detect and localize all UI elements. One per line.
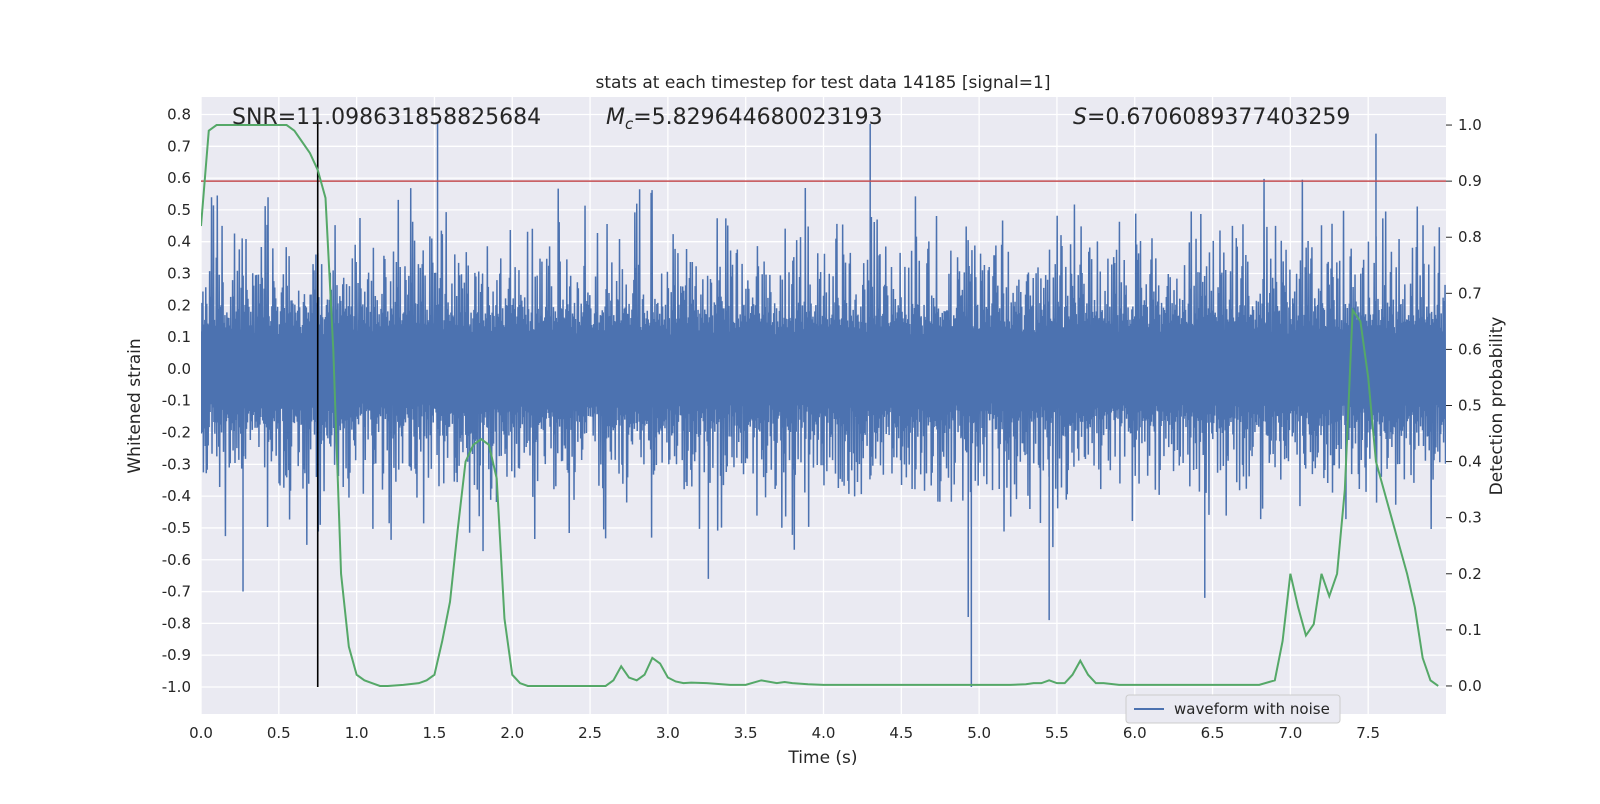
score-annotation: S=0.6706089377403259: [1073, 105, 1350, 130]
y2-tick-label: 0.0: [1458, 677, 1482, 695]
y-tick-label: -0.9: [162, 646, 191, 664]
legend-label-waveform: waveform with noise: [1174, 700, 1330, 718]
y-tick-label: 0.3: [167, 265, 191, 283]
y-tick-label: 0.8: [167, 105, 191, 123]
snr-annotation: SNR=11.098631858825684: [232, 105, 541, 130]
x-axis-label: Time (s): [787, 748, 857, 768]
y2-tick-label: 1.0: [1458, 116, 1482, 134]
legend-box: [1125, 694, 1341, 724]
y-tick-label: 0.6: [167, 169, 191, 187]
y-tick-label: 0.2: [167, 296, 191, 314]
y-tick-label: -0.1: [162, 392, 191, 410]
y-tick-label: 0.0: [167, 360, 191, 378]
x-tick-label: 5.0: [967, 724, 991, 742]
y-tick-label: -0.6: [162, 551, 191, 569]
x-tick-label: 7.0: [1278, 724, 1302, 742]
x-tick-label: 1.0: [345, 724, 369, 742]
x-tick-label: 4.0: [812, 724, 836, 742]
y-axis-label: Whitened strain: [125, 338, 145, 473]
x-tick-label: 0.0: [189, 724, 213, 742]
y-tick-label: -0.8: [162, 614, 191, 632]
y-tick-label: 0.4: [167, 233, 191, 251]
chirp-mass-subscript: c: [625, 115, 634, 133]
y2-tick-label: 0.1: [1458, 621, 1482, 639]
y-tick-label: 0.5: [167, 201, 191, 219]
y2-axis-label: Detection probability: [1487, 317, 1507, 496]
score-value: =0.6706089377403259: [1087, 105, 1350, 130]
y-axis-ticks: 0.8 0.7 0.6 0.5 0.4 0.3 0.2 0.1 0.0 -0.1 -0.2 -0.3 -…: [162, 105, 191, 695]
waveform-line: [201, 124, 1446, 687]
y-tick-label: -1.0: [162, 678, 191, 696]
y2-tick-label: 0.6: [1458, 340, 1482, 358]
x-tick-label: 6.5: [1201, 724, 1225, 742]
y2-tick-label: 0.9: [1458, 172, 1482, 190]
x-tick-label: 0.5: [267, 724, 291, 742]
waveform-series: [201, 124, 1446, 687]
score-symbol: S: [1073, 105, 1087, 130]
x-tick-label: 2.0: [500, 724, 524, 742]
chirp-mass-value: =5.829644680023193: [633, 105, 882, 130]
y-tick-label: -0.4: [162, 487, 191, 505]
x-tick-label: 6.0: [1123, 724, 1147, 742]
x-tick-label: 4.5: [889, 724, 913, 742]
chirp-mass-annotation: Mc=5.829644680023193: [606, 105, 883, 133]
y2-axis-ticks: 1.0 0.9 0.8 0.7 0.6 0.5 0.4 0.3 0.2 0.1 0.0: [1446, 116, 1482, 695]
y2-tick-label: 0.2: [1458, 565, 1482, 583]
x-tick-label: 2.5: [578, 724, 602, 742]
y-tick-label: 0.7: [167, 137, 191, 155]
y2-tick-label: 0.8: [1458, 228, 1482, 246]
detection-probability-line: [201, 124, 1439, 687]
y2-tick-label: 0.3: [1458, 509, 1482, 527]
chart-title: stats at each timestep for test data 141…: [596, 73, 1051, 93]
y-tick-label: 0.1: [167, 328, 191, 346]
x-tick-label: 3.0: [656, 724, 680, 742]
y2-tick-label: 0.4: [1458, 453, 1482, 471]
y-tick-label: -0.5: [162, 519, 191, 537]
x-tick-label: 5.5: [1045, 724, 1069, 742]
y2-tick-label: 0.5: [1458, 397, 1482, 415]
y-tick-label: -0.7: [162, 583, 191, 601]
y2-tick-label: 0.7: [1458, 284, 1482, 302]
y-tick-label: -0.2: [162, 424, 191, 442]
y-tick-label: -0.3: [162, 455, 191, 473]
x-tick-label: 7.5: [1356, 724, 1380, 742]
overlay-lines: [201, 114, 1446, 687]
x-tick-label: 3.5: [734, 724, 758, 742]
legend: waveform with noise: [1125, 694, 1341, 724]
x-axis-ticks: 0.0 0.5 1.0 1.5 2.0 2.5 3.0 3.5 4.0 4.5 5.0 5.5 6.0 6…: [189, 724, 1380, 742]
x-tick-label: 1.5: [423, 724, 447, 742]
chirp-mass-symbol: M: [606, 105, 625, 130]
